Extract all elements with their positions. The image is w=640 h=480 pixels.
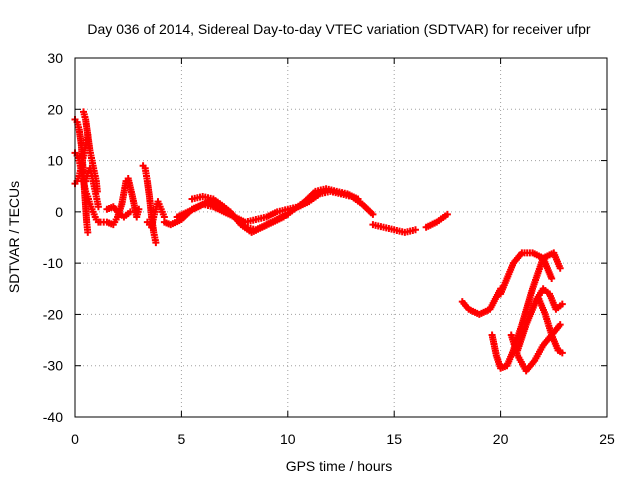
x-tick-label: 25 xyxy=(599,431,615,447)
series-arc-f xyxy=(97,175,143,229)
data-point xyxy=(84,228,92,236)
data-point xyxy=(411,226,419,234)
plot-frame xyxy=(74,57,608,418)
data-point xyxy=(135,205,143,213)
data-point xyxy=(152,239,160,247)
data-point xyxy=(126,208,134,216)
data-point xyxy=(84,131,92,139)
y-tick-label: 30 xyxy=(47,50,63,66)
y-tick-label: -20 xyxy=(43,306,63,322)
data-point xyxy=(556,264,564,272)
x-tick-label: 15 xyxy=(386,431,402,447)
series-arc-t xyxy=(535,295,566,357)
y-tick-label: -30 xyxy=(43,358,63,374)
data-point xyxy=(558,300,566,308)
y-tick-label: -10 xyxy=(43,255,63,271)
series-arc-q xyxy=(497,249,556,298)
data-point xyxy=(556,321,564,329)
data-point xyxy=(558,349,566,357)
y-tick-label: 0 xyxy=(55,204,63,220)
y-axis-label: SDTVAR / TECUs xyxy=(6,181,22,293)
x-tick-label: 10 xyxy=(280,431,296,447)
data-point xyxy=(354,195,362,203)
x-tick-label: 0 xyxy=(71,431,79,447)
data-point xyxy=(369,210,377,218)
y-tick-label: 20 xyxy=(47,101,63,117)
y-tick-label: 10 xyxy=(47,153,63,169)
series-arc-m xyxy=(369,221,419,236)
data-point xyxy=(548,275,556,283)
series-arc-e xyxy=(82,164,102,211)
data-point xyxy=(94,203,102,211)
series-arc-l xyxy=(173,185,362,236)
chart-title: Day 036 of 2014, Sidereal Day-to-day VTE… xyxy=(87,21,591,37)
y-tick-label: -40 xyxy=(43,409,63,425)
series-arc-n xyxy=(422,210,451,231)
series-arc-s xyxy=(514,285,566,354)
data-points xyxy=(71,108,566,375)
x-tick-label: 5 xyxy=(178,431,186,447)
series-arc-d xyxy=(71,131,92,188)
x-tick-label: 20 xyxy=(493,431,509,447)
x-axis-label: GPS time / hours xyxy=(286,458,393,474)
series-arc-g xyxy=(103,203,134,221)
data-point xyxy=(443,210,451,218)
